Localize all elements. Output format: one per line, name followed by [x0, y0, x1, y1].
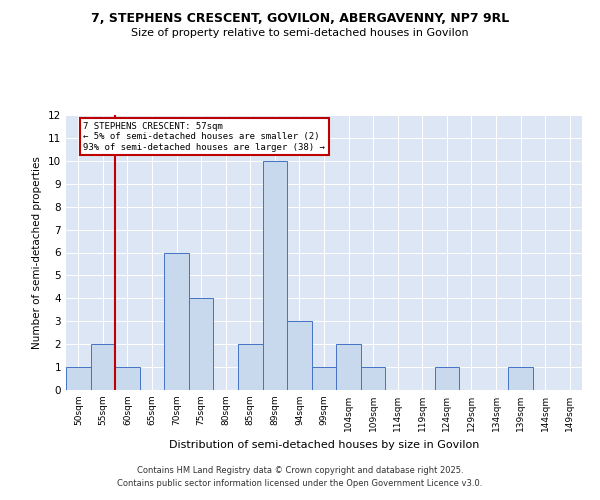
Bar — [263, 161, 287, 390]
Bar — [91, 344, 115, 390]
Bar — [115, 367, 140, 390]
Text: 7, STEPHENS CRESCENT, GOVILON, ABERGAVENNY, NP7 9RL: 7, STEPHENS CRESCENT, GOVILON, ABERGAVEN… — [91, 12, 509, 26]
X-axis label: Distribution of semi-detached houses by size in Govilon: Distribution of semi-detached houses by … — [169, 440, 479, 450]
Bar — [361, 367, 385, 390]
Bar — [434, 367, 459, 390]
Text: Contains HM Land Registry data © Crown copyright and database right 2025.
Contai: Contains HM Land Registry data © Crown c… — [118, 466, 482, 487]
Bar — [164, 252, 189, 390]
Bar — [336, 344, 361, 390]
Text: Size of property relative to semi-detached houses in Govilon: Size of property relative to semi-detach… — [131, 28, 469, 38]
Bar — [312, 367, 336, 390]
Bar — [238, 344, 263, 390]
Y-axis label: Number of semi-detached properties: Number of semi-detached properties — [32, 156, 43, 349]
Bar — [189, 298, 214, 390]
Bar — [287, 322, 312, 390]
Bar — [508, 367, 533, 390]
Bar — [66, 367, 91, 390]
Text: 7 STEPHENS CRESCENT: 57sqm
← 5% of semi-detached houses are smaller (2)
93% of s: 7 STEPHENS CRESCENT: 57sqm ← 5% of semi-… — [83, 122, 325, 152]
